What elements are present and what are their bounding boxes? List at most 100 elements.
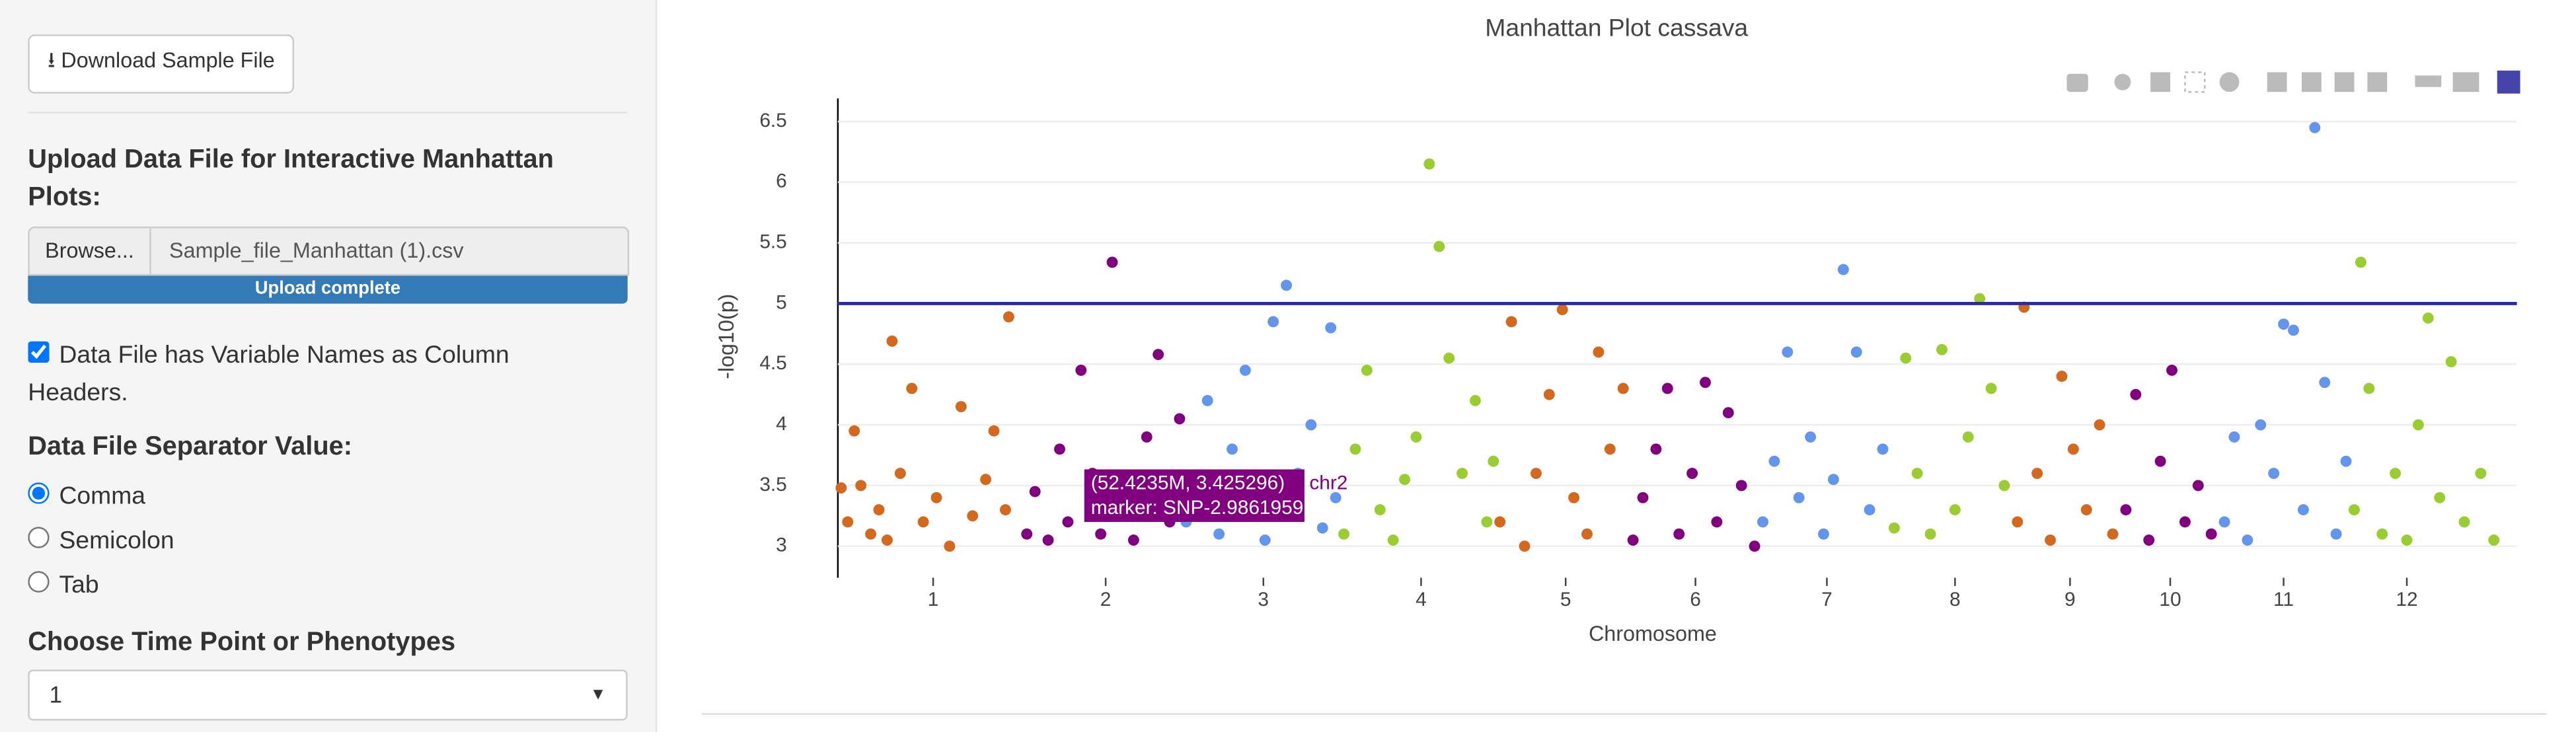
snp-point [1201,394,1213,406]
snp-point [2412,419,2424,431]
snp-point [1627,534,1639,546]
modebar[interactable] [2066,70,2520,94]
snp-point [1711,516,1723,528]
x-tick-label: 10 [2159,589,2181,610]
snp-point [2067,443,2079,455]
radio[interactable] [28,571,50,593]
label: Data File Separator Value: [28,433,353,462]
snp-point [1911,468,1923,479]
snp-point [999,504,1011,516]
snp-point [2297,504,2309,516]
x-tick-label: 9 [2065,589,2076,610]
snp-point [1106,256,1118,268]
snp-point [1827,474,1839,486]
snp-point [1661,383,1673,394]
snp-point [1985,383,1997,394]
snp-point [881,534,893,546]
radio[interactable] [28,527,50,548]
snp-point [1974,293,1986,305]
snp-point [2445,356,2457,368]
snp-point [1936,344,1948,355]
snp-point [1850,346,1862,358]
snp-point [930,492,942,503]
browse-button[interactable]: Browse... [30,228,151,274]
snp-point [2319,377,2331,388]
snp-point [1617,383,1629,394]
snp-point [1227,443,1238,455]
snp-point [1768,455,1780,467]
select[interactable]: 1 ▼ [28,669,628,721]
y-tick-label: 3.5 [759,474,786,495]
file-name: Sample_file_Manhattan (1).csv [169,238,464,263]
snp-point [1593,346,1605,358]
snp-point [1949,504,1961,516]
snp-point [2390,468,2402,479]
x-tick-label: 1 [928,589,939,610]
snp-point [1174,413,1186,425]
snp-point [2340,455,2352,467]
snp-point [1837,264,1849,275]
tooltip-line: (52.4235M, 3.425296) [1091,472,1285,494]
download-button[interactable]: ⭳ Download Sample File [28,34,295,94]
snp-point [2255,419,2267,431]
snp-point [980,474,992,486]
tooltip: (52.4235M, 3.425296) marker: SNP-2.98619… [1084,469,1347,523]
snp-point [2179,516,2191,528]
snp-point [1141,431,1153,443]
snp-point [1818,528,1829,540]
snp-point [1757,516,1768,528]
snp-point [1330,492,1342,503]
y-tick-label: 6.5 [759,110,786,131]
snp-point [1423,158,1435,170]
snp-point [1127,534,1139,546]
snp-point [1604,443,1616,455]
y-axis-label: -log10(p) [714,294,738,379]
snp-point [1543,388,1555,400]
snp-point [1029,486,1041,497]
snp-point [2268,468,2280,479]
snp-point [1519,540,1531,552]
sidebar: ⭳ Download Sample File Upload Data File … [0,0,658,732]
snp-point [2434,492,2446,503]
snp-point [1673,528,1685,540]
snp-point [1316,522,1328,534]
snp-point [855,480,867,492]
snp-point [967,510,979,522]
checkbox[interactable] [28,341,50,363]
x-tick-label: 5 [1560,589,1572,610]
radio[interactable] [28,482,50,504]
x-tick-label: 8 [1950,589,1961,610]
snp-point [917,516,929,528]
snp-point [1530,468,1542,479]
x-tick-label: 2 [1100,589,1112,610]
snp-point [1735,480,1747,492]
radio-row: Tab [28,563,174,607]
snp-point [1042,534,1054,546]
snp-point [1281,279,1292,291]
snp-point [2045,534,2056,546]
snp-point [2330,528,2342,540]
snp-point [906,383,918,394]
x-tick-label: 6 [1690,589,1701,610]
snp-point [2143,534,2155,546]
snp-point [1338,528,1350,540]
snp-point [865,528,877,540]
radio-row: Semicolon [28,519,174,563]
tooltip-line: marker: SNP-2.9861959. [1091,497,1309,519]
snp-point [1488,455,1499,467]
snp-point [1387,534,1399,546]
snp-point [1877,443,1889,455]
snp-point [2120,504,2132,516]
snp-point [2363,383,2375,394]
snp-point [1924,528,1936,540]
radio-row: Comma [28,474,174,519]
snp-point [1469,394,1481,406]
snp-point [1054,443,1065,455]
label: Upload Data File for Interactive Manhatt… [28,146,554,212]
snp-point [2288,324,2299,336]
snp-point [2056,371,2068,383]
snp-point [1433,240,1445,252]
snp-point [842,516,854,528]
y-tick-label: 4.5 [759,352,786,374]
